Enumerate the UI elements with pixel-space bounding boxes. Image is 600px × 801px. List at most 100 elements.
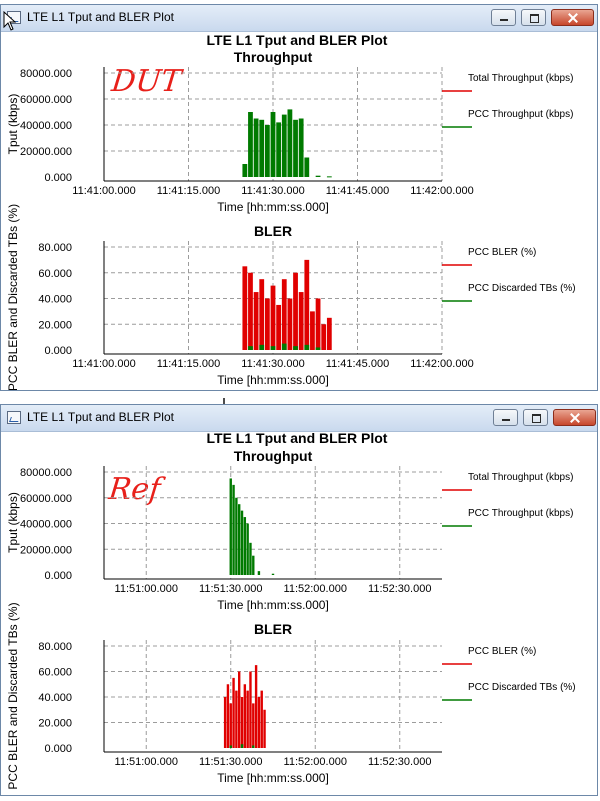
maximize-icon [524, 410, 547, 425]
x-axis-label: Time [hh:mm:ss.000] [217, 200, 329, 214]
plot-main-title: LTE L1 Tput and BLER Plot [207, 431, 388, 446]
close-button[interactable] [551, 9, 594, 26]
data-bar-series-1 [240, 697, 244, 748]
minimize-button[interactable] [491, 9, 516, 26]
data-bar-series-1 [315, 298, 321, 350]
y-tick-label: 60000.000 [20, 94, 72, 106]
data-bar-series-1 [252, 703, 255, 748]
legend-label: Total Throughput (kbps) [468, 73, 573, 84]
y-axis-label: PCC BLER and Discarded TBs (%) [6, 204, 20, 390]
y-tick-label: 60000.000 [20, 493, 72, 505]
data-bar-series-2 [293, 346, 298, 350]
data-bar-series-2 [252, 555, 255, 575]
y-tick-label: 20.000 [38, 319, 72, 331]
x-tick-label: 11:42:00.000 [410, 358, 473, 370]
data-bar-series-2 [259, 119, 265, 177]
y-tick-label: 80.000 [38, 641, 72, 653]
close-icon [554, 410, 595, 425]
data-bar-series-2 [298, 118, 304, 177]
data-bar-series-1 [276, 304, 282, 350]
data-bar-series-1 [293, 272, 298, 350]
data-bar-series-1 [243, 684, 247, 748]
x-tick-label: 11:41:30.000 [241, 185, 304, 197]
plot-main-title: LTE L1 Tput and BLER Plot [207, 32, 388, 48]
y-tick-label: 40000.000 [20, 519, 72, 531]
y-tick-label: 60.000 [38, 667, 72, 679]
y-tick-label: 0.000 [44, 570, 72, 582]
x-tick-label: 11:41:15.000 [157, 185, 220, 197]
data-bar-series-1 [229, 703, 232, 748]
data-bar-series-1 [248, 272, 253, 350]
y-tick-label: 40000.000 [20, 120, 72, 132]
plot-window-dut[interactable]: LTE L1 Tput and BLER Plot LTE L1 Tput an… [0, 4, 598, 391]
x-axis-label: Time [hh:mm:ss.000] [217, 373, 329, 387]
title-bar[interactable]: LTE L1 Tput and BLER Plot [1, 5, 597, 32]
plot-canvas: LTE L1 Tput and BLER Plot Ref Throughput 80… [6, 431, 576, 790]
data-bar-series-2 [326, 176, 332, 178]
data-bar-series-1 [304, 259, 310, 350]
data-bar-series-1 [223, 697, 227, 748]
window-title: LTE L1 Tput and BLER Plot [27, 10, 174, 24]
data-bar-series-2 [281, 114, 287, 177]
y-tick-label: 0.000 [44, 743, 72, 755]
y-tick-label: 60.000 [38, 268, 72, 280]
y-axis-label: PCC BLER and Discarded TBs (%) [6, 602, 20, 789]
plot-window-ref[interactable]: LTE L1 Tput and BLER Plot LTE L1 Tput an… [0, 404, 598, 796]
data-bar-series-2 [249, 542, 252, 575]
y-tick-label: 20000.000 [20, 544, 72, 556]
data-bar-series-2 [257, 571, 261, 575]
data-bar-series-1 [232, 677, 235, 748]
data-bar-series-1 [253, 292, 259, 350]
x-tick-label: 11:52:00.000 [284, 583, 347, 595]
x-tick-label: 11:41:30.000 [241, 358, 304, 370]
maximize-button[interactable] [521, 9, 546, 26]
minimize-button[interactable] [493, 409, 518, 426]
data-bar-series-2 [287, 109, 293, 177]
legend-label: PCC Discarded TBs (%) [468, 283, 576, 294]
chart-title: BLER [254, 223, 292, 239]
data-bar-series-2 [252, 745, 255, 748]
x-tick-label: 11:52:30.000 [368, 583, 431, 595]
legend-label: PCC Throughput (kbps) [468, 109, 573, 120]
close-icon [552, 10, 593, 25]
maximize-button[interactable] [523, 409, 548, 426]
plot-canvas: LTE L1 Tput and BLER Plot DUT Throughput 80… [6, 32, 576, 390]
chart-title: BLER [254, 621, 292, 637]
x-tick-label: 11:41:45.000 [326, 358, 389, 370]
data-bar-series-1 [238, 671, 241, 748]
data-bar-series-2 [281, 343, 287, 350]
data-bar-series-1 [254, 665, 258, 748]
data-bar-series-2 [304, 157, 310, 177]
data-bar-series-2 [229, 745, 232, 748]
legend-label: PCC Throughput (kbps) [468, 508, 573, 519]
data-bar-series-1 [246, 690, 249, 748]
chart-title: Throughput [234, 49, 313, 65]
legend-label: Total Throughput (kbps) [468, 472, 573, 483]
data-bar-series-1 [263, 709, 266, 748]
data-bar-series-2 [242, 164, 248, 177]
y-axis-label: Tput (kbps) [6, 94, 20, 155]
minimize-icon [492, 10, 515, 25]
title-bar[interactable]: LTE L1 Tput and BLER Plot [1, 405, 597, 432]
y-tick-label: 80.000 [38, 242, 72, 254]
data-bar-series-2 [243, 517, 247, 575]
y-tick-label: 40.000 [38, 294, 72, 306]
x-tick-label: 11:41:00.000 [72, 185, 135, 197]
x-tick-label: 11:51:00.000 [115, 583, 178, 595]
y-axis-label: Tput (kbps) [6, 492, 20, 553]
data-bar-series-2 [253, 118, 259, 177]
data-bar-series-2 [229, 478, 232, 575]
x-tick-label: 11:52:00.000 [284, 756, 347, 768]
data-bar-series-2 [232, 484, 235, 575]
data-bar-series-2 [271, 573, 275, 575]
x-tick-label: 11:51:30.000 [199, 583, 262, 595]
y-tick-label: 20000.000 [20, 146, 72, 158]
y-tick-label: 80000.000 [20, 68, 72, 80]
data-bar-series-2 [270, 346, 276, 350]
data-bar-series-1 [259, 279, 265, 350]
data-bar-series-2 [304, 344, 310, 350]
y-tick-label: 20.000 [38, 718, 72, 730]
mouse-pointer-icon [3, 11, 17, 31]
legend-label: PCC BLER (%) [468, 247, 536, 258]
close-button[interactable] [553, 409, 596, 426]
